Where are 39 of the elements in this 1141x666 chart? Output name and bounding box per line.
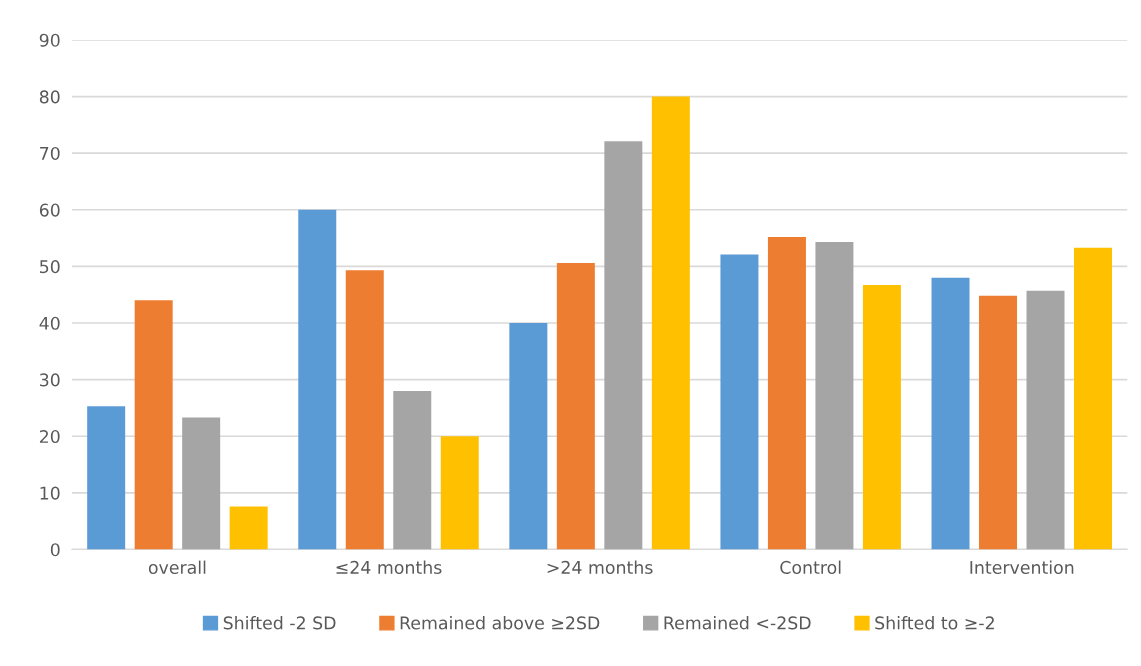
y-tick-label: 50	[40, 260, 60, 274]
y-tick-label: 40	[39, 316, 60, 330]
bar	[509, 323, 548, 550]
bar	[182, 417, 221, 550]
y-tick-label: 60	[39, 203, 60, 217]
x-tick-label: ≤24 months	[336, 560, 442, 574]
y-tick-label: 20	[39, 429, 60, 444]
bar	[651, 96, 690, 550]
bar	[87, 406, 126, 550]
bar	[604, 141, 643, 550]
y-tick-label: 70	[40, 146, 60, 161]
bar	[440, 436, 479, 550]
bar	[979, 295, 1018, 550]
bar	[556, 263, 595, 550]
y-tick-label: 80	[39, 90, 60, 104]
x-tick-label: Control	[780, 560, 841, 574]
x-tick-label: >24 months	[547, 560, 653, 574]
legend-label: Remained <-2SD	[664, 616, 811, 630]
y-tick-label: 90	[39, 33, 60, 47]
bar	[134, 300, 173, 550]
legend-label: Shifted to ≥-2	[875, 616, 994, 630]
bar	[393, 390, 432, 550]
bar	[298, 209, 337, 550]
bar	[345, 270, 384, 550]
legend-label: Remained above ≥2SD	[400, 616, 600, 630]
bar	[767, 236, 806, 550]
y-tick-label: 30	[40, 373, 60, 387]
x-tick-label: overall	[148, 560, 206, 574]
bar	[1074, 247, 1112, 550]
bar	[1026, 290, 1065, 550]
bar	[229, 506, 268, 550]
bar	[931, 277, 970, 550]
bar	[720, 254, 759, 550]
legend-label: Shifted -2 SD	[223, 616, 336, 630]
bar	[815, 242, 854, 550]
y-tick-label: 0	[50, 543, 60, 557]
bar	[862, 285, 901, 550]
y-tick-label: 10	[40, 486, 60, 500]
x-tick-label: Intervention	[970, 560, 1074, 574]
